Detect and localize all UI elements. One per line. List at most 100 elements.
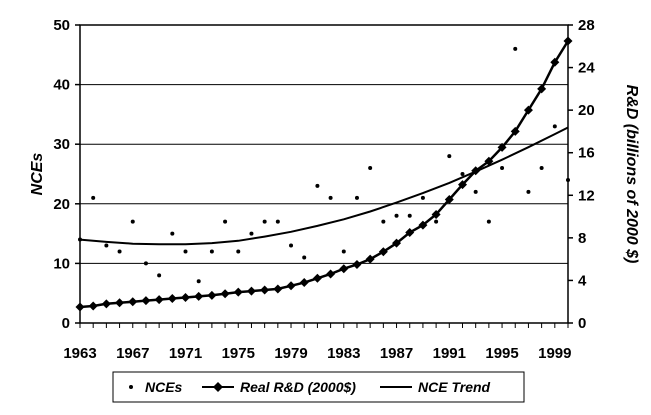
legend-rd-label: Real R&D (2000$) [240, 379, 356, 395]
x-tick-label-1975: 1975 [222, 345, 255, 362]
rd-point-1963 [75, 302, 85, 312]
x-tick-label-1963: 1963 [63, 345, 96, 362]
nce-point-1990 [434, 219, 439, 224]
nce-point-1969 [157, 273, 162, 278]
nce-point-1982 [328, 195, 333, 200]
nce-point-1981 [315, 183, 320, 188]
nce-point-1992 [460, 172, 465, 176]
nce-point-1970 [170, 231, 175, 236]
nce-point-1985 [368, 166, 373, 171]
rd-point-1993 [471, 166, 481, 176]
rd-point-1999 [550, 57, 560, 67]
nce-point-1998 [539, 166, 544, 171]
x-tick-label-1999: 1999 [538, 345, 571, 362]
right-tick-label-12: 12 [578, 187, 595, 204]
rd-point-1995 [497, 142, 507, 152]
gridlines [80, 84, 568, 264]
right-tick-label-0: 0 [578, 315, 586, 332]
rd-point-1987 [392, 238, 402, 248]
nce-point-1988 [407, 213, 412, 218]
nce-point-1966 [117, 249, 122, 254]
rd-point-1997 [523, 105, 533, 115]
x-tick-label-1995: 1995 [485, 345, 518, 362]
legend-nces-marker [129, 385, 133, 389]
nce-point-1995 [500, 166, 505, 171]
nce-point-1974 [223, 219, 228, 224]
rd-point-1972 [194, 291, 204, 301]
nce-point-1975 [236, 249, 241, 254]
left-tick-label-0: 0 [62, 315, 70, 332]
rd-point-1971 [181, 292, 191, 302]
rd-point-1992 [457, 180, 467, 190]
rd-point-1988 [405, 228, 415, 238]
legend-trend-label: NCE Trend [418, 379, 491, 395]
x-axis-ticks: 1963 1967 1971 1975 1979 1983 1987 1991 1995 1999 [63, 323, 571, 362]
nce-point-1977 [262, 219, 267, 224]
rd-line [79, 40, 570, 309]
nce-point-1993 [473, 189, 478, 194]
nce-point-1983 [341, 249, 346, 254]
nce-point-1999 [552, 124, 557, 129]
legend: NCEs Real R&D (2000$) NCE Trend [112, 371, 525, 403]
rd-point-1977 [260, 285, 270, 295]
x-tick-label-1971: 1971 [169, 345, 202, 362]
rd-point-1969 [154, 295, 164, 305]
rd-point-1980 [299, 278, 309, 288]
right-tick-label-28: 28 [578, 17, 595, 34]
rd-point-1998 [537, 84, 547, 94]
left-tick-label-20: 20 [53, 196, 70, 213]
left-tick-label-50: 50 [53, 17, 70, 34]
x-tick-label-1979: 1979 [274, 345, 307, 362]
rd-point-1979 [286, 281, 296, 291]
right-tick-label-24: 24 [578, 60, 595, 77]
nce-point-1979 [289, 243, 294, 248]
legend-rd-marker [213, 382, 223, 392]
nce-point-1987 [394, 213, 399, 218]
nce-trend-line [79, 126, 569, 246]
rd-point-1965 [101, 299, 111, 309]
rd-point-1984 [352, 259, 362, 269]
rd-point-1982 [326, 269, 336, 279]
plot-frame [79, 24, 569, 324]
left-tick-label-30: 30 [53, 136, 70, 153]
rd-point-1996 [510, 126, 520, 136]
nce-point-1989 [420, 195, 425, 200]
nce-point-1971 [183, 249, 188, 254]
nce-point-1964 [91, 195, 96, 200]
x-tick-label-1967: 1967 [116, 345, 149, 362]
rd-point-2000 [563, 36, 573, 46]
left-tick-label-40: 40 [53, 77, 70, 94]
nce-point-1997 [526, 189, 531, 194]
right-tick-label-16: 16 [578, 145, 595, 162]
legend-frame [112, 371, 525, 403]
nce-point-1996 [513, 46, 518, 51]
nce-point-1972 [196, 279, 201, 284]
right-tick-label-8: 8 [578, 230, 586, 247]
x-tick-label-1987: 1987 [380, 345, 413, 362]
rd-point-1986 [378, 247, 388, 257]
nce-point-1991 [447, 154, 452, 159]
nce-point-1973 [209, 249, 214, 254]
nce-point-1976 [249, 231, 254, 236]
nce-point-1984 [354, 195, 359, 200]
right-tick-label-4: 4 [578, 272, 587, 289]
rd-point-1978 [273, 284, 283, 294]
rd-point-1966 [115, 298, 125, 308]
rd-point-1983 [339, 264, 349, 274]
rd-point-1974 [220, 289, 230, 299]
x-tick-label-1983: 1983 [327, 345, 360, 362]
nce-point-1963 [78, 237, 82, 242]
series-layer [75, 36, 573, 312]
rd-point-1990 [431, 209, 441, 219]
rd-point-1976 [246, 286, 256, 296]
rd-point-1994 [484, 156, 494, 166]
rd-point-1981 [312, 273, 322, 283]
rd-point-1973 [207, 290, 217, 300]
nce-point-1980 [302, 255, 307, 260]
nce-point-1965 [104, 243, 109, 248]
rd-point-1967 [128, 297, 138, 307]
left-axis-ticks: 0 10 20 30 40 50 [53, 17, 80, 332]
nce-point-2000 [566, 177, 570, 182]
nce-point-1986 [381, 219, 386, 224]
